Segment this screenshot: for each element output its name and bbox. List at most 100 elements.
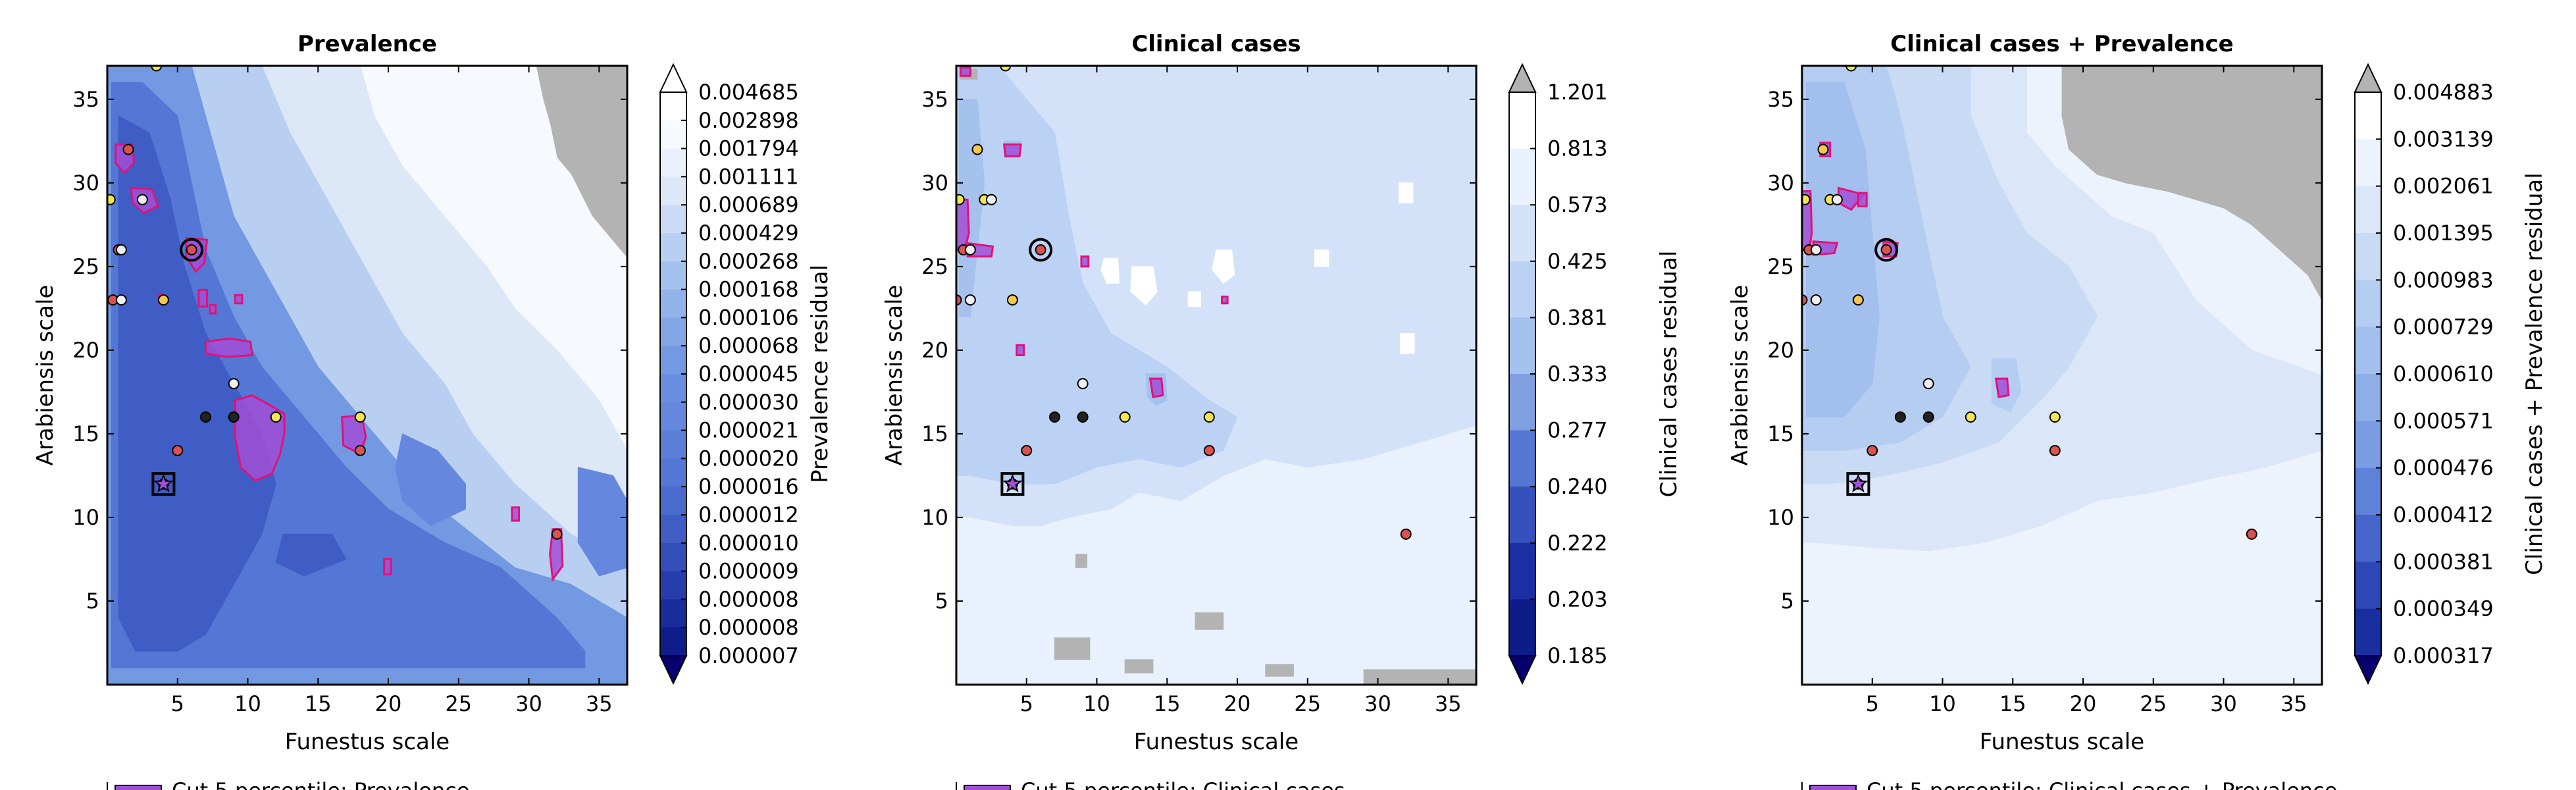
x-tick-label: 15 <box>1154 691 1181 716</box>
colorbar-segment <box>2355 467 2381 515</box>
x-tick-label: 25 <box>445 691 472 716</box>
colorbar-segment <box>660 542 686 572</box>
y-tick-label: 5 <box>1781 589 1794 614</box>
cut-percentile-patch <box>197 288 209 308</box>
colorbar-segment <box>1509 261 1535 318</box>
colorbar-tick-label: 0.000021 <box>698 418 799 443</box>
x-tick-label: 10 <box>1929 691 1956 716</box>
data-point <box>1817 144 1829 155</box>
chart-title: Prevalence <box>297 31 437 57</box>
colorbar-tick-label: 0.000610 <box>2393 361 2494 386</box>
cut-percentile-patch <box>1148 377 1164 398</box>
colorbar-segment <box>660 120 686 149</box>
data-point <box>551 528 563 540</box>
colorbar-tick-label: 0.000729 <box>2393 315 2494 340</box>
data-point <box>1048 411 1060 423</box>
colorbar-segment <box>1509 542 1535 600</box>
x-axis-label: Funestus scale <box>285 729 450 755</box>
colorbar-tick-label: 0.004883 <box>2393 80 2494 105</box>
data-point <box>1400 528 1412 540</box>
contour-region <box>1805 82 1880 417</box>
colorbar-tick-label: 0.000045 <box>698 361 799 386</box>
x-tick-label: 30 <box>1364 691 1391 716</box>
axes-frame <box>1801 65 2323 686</box>
chart-title: Clinical cases + Prevalence <box>1890 31 2234 57</box>
best-fit-marker <box>180 238 204 262</box>
colorbar-segment <box>660 515 686 544</box>
colorbar-tick-label: 0.000168 <box>698 277 799 302</box>
colorbar-tick-label: 0.000983 <box>2393 267 2494 292</box>
colorbar-tick-label: 0.000412 <box>2393 502 2494 527</box>
x-tick-label: 15 <box>1999 691 2026 716</box>
colorbar-tick-label: 0.001794 <box>698 136 799 161</box>
legend-entry: Cut 5 percentile: Clinical cases + Preva… <box>1867 778 2337 790</box>
colorbar-tick-label: 0.000268 <box>698 249 799 274</box>
cut-percentile-patch <box>956 198 970 251</box>
data-point <box>1810 244 1822 255</box>
cut-percentile-patch <box>959 66 971 77</box>
data-point <box>1880 244 1892 255</box>
chart-title: Clinical cases <box>1131 31 1301 57</box>
colorbar-label: Clinical cases residual <box>1656 251 1682 498</box>
data-point <box>136 194 148 205</box>
colorbar-tick-label: 0.240 <box>1547 474 1608 499</box>
y-tick-label: 35 <box>921 87 948 112</box>
colorbar-segment <box>660 599 686 628</box>
data-point <box>1021 444 1033 456</box>
legend-entry: Cut 5 percentile: Clinical cases <box>1021 778 1345 790</box>
colorbar-tick-label: 0.000009 <box>698 559 799 584</box>
colorbar-segment <box>2355 186 2381 234</box>
contour-region <box>118 115 276 652</box>
cut-percentile-patch <box>234 294 244 305</box>
colorbar-extend-bottom <box>2354 655 2383 685</box>
panel-clinical-cases: 5 10 15 20 25 30 35 5 10 15 20 25 30 35 Clinical cases… <box>881 31 1682 790</box>
cut-percentile-patch <box>209 303 217 315</box>
x-tick-label: 5 <box>1020 691 1033 716</box>
colorbar-tick-label: 0.002061 <box>2393 174 2494 199</box>
cut-percentile-patch <box>1857 192 1868 207</box>
data-point <box>354 411 366 423</box>
data-point <box>1922 411 1934 423</box>
data-point <box>1802 194 1811 205</box>
x-tick-label: 15 <box>305 691 332 716</box>
colorbar-segment <box>2355 562 2381 610</box>
colorbar-tick-label: 0.000008 <box>698 587 799 612</box>
colorbar-tick-label: 0.000008 <box>698 615 799 640</box>
contour-region <box>275 533 347 577</box>
colorbar-extend-top <box>1508 63 1537 93</box>
y-tick-label: 30 <box>72 171 99 196</box>
colorbar-tick-label: 0.333 <box>1547 361 1608 386</box>
data-point <box>1119 411 1131 423</box>
y-tick-label: 10 <box>1767 505 1794 530</box>
data-point <box>107 194 116 205</box>
data-point <box>971 144 983 155</box>
data-point <box>1203 444 1215 456</box>
colorbar-segment <box>1509 430 1535 487</box>
colorbar-segment <box>2355 92 2381 140</box>
cut-percentile-patch <box>1802 190 1813 251</box>
out-of-range-region <box>1075 554 1088 568</box>
contour-region <box>1399 182 1414 203</box>
data-point <box>122 144 134 155</box>
y-tick-label: 30 <box>921 171 948 196</box>
cut-percentile-patch <box>1994 377 2010 398</box>
data-point <box>228 411 240 423</box>
colorbar-extend-top <box>2354 63 2383 93</box>
colorbar-tick-label: 0.000381 <box>2393 549 2494 574</box>
colorbar-segment <box>1509 599 1535 656</box>
plot-area <box>1802 66 2322 685</box>
data-point <box>2049 444 2061 456</box>
data-point <box>1867 444 1878 456</box>
contour-region <box>1314 250 1329 267</box>
legend-swatch <box>1809 785 1857 790</box>
colorbar-tick-label: 0.277 <box>1547 418 1608 443</box>
y-tick-label: 10 <box>72 505 99 530</box>
x-tick-label: 10 <box>1083 691 1110 716</box>
out-of-range-region <box>1363 669 1476 685</box>
y-tick-label: 35 <box>72 87 99 112</box>
contour-region <box>1187 291 1201 307</box>
cut-percentile-patch <box>1002 143 1022 157</box>
best-fit-marker <box>1874 238 1899 262</box>
x-tick-label: 35 <box>586 691 613 716</box>
colorbar-segment <box>660 571 686 600</box>
